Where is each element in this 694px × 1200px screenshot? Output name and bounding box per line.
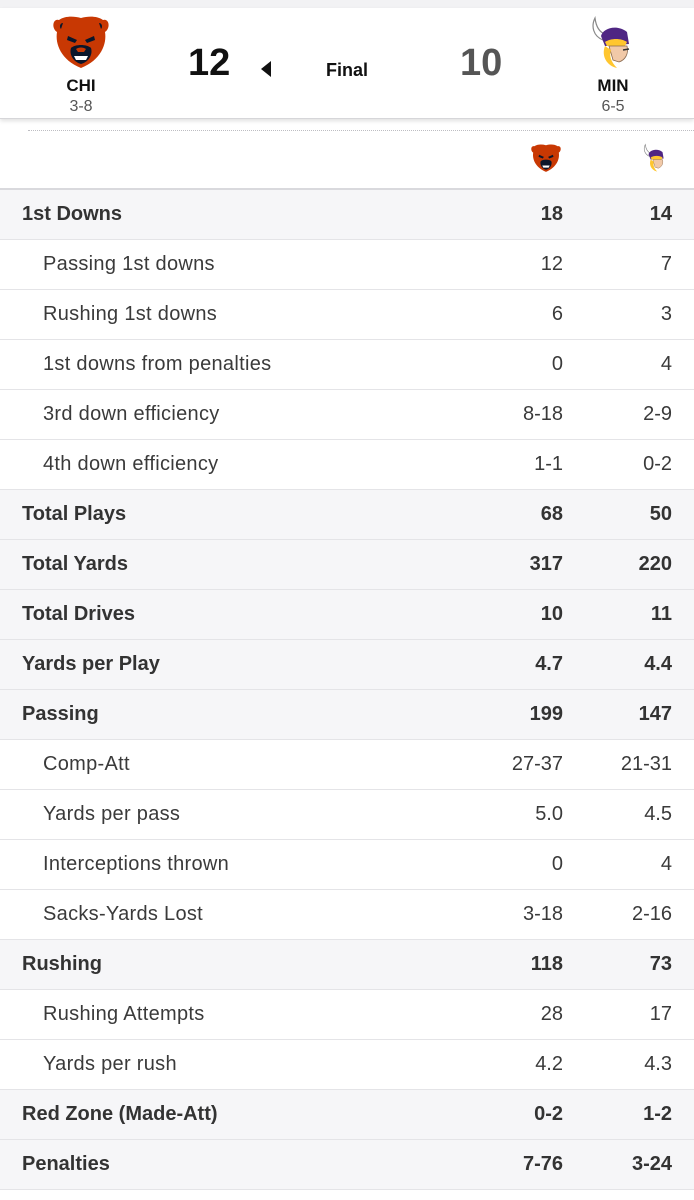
stat-label: 3rd down efficiency — [43, 403, 220, 425]
stat-row: Comp-Att 27-37 21-31 — [0, 740, 694, 790]
away-stat-value: 8-18 — [522, 403, 563, 425]
home-stat-value: 0-2 — [643, 453, 672, 475]
stat-row: Yards per rush 4.2 4.3 — [0, 1040, 694, 1090]
away-stat-value: 10 — [540, 603, 563, 625]
away-stat-value: 68 — [540, 503, 563, 525]
team-stats-table: 1st Downs 18 14 Passing 1st downs 12 7 Rushi… — [0, 190, 694, 1190]
stat-label: Rushing Attempts — [43, 1003, 205, 1025]
stat-label: Passing — [22, 703, 99, 725]
stat-label: Rushing — [22, 953, 102, 975]
away-stat-value: 4.7 — [535, 653, 563, 675]
stat-row: Total Drives 10 11 — [0, 590, 694, 640]
home-stat-value: 14 — [649, 203, 672, 225]
away-stat-value: 27-37 — [511, 753, 563, 775]
away-team[interactable]: CHI 3-8 — [26, 8, 136, 118]
home-stat-value: 17 — [649, 1003, 672, 1025]
home-stat-value: 3-24 — [631, 1153, 672, 1175]
stat-row: Passing 199 147 — [0, 690, 694, 740]
home-stat-value: 220 — [638, 553, 672, 575]
away-stat-value: 118 — [530, 953, 563, 975]
home-team[interactable]: MIN 6-5 — [558, 8, 668, 118]
home-stat-value: 4.4 — [644, 653, 672, 675]
bears-logo-icon — [531, 144, 561, 172]
home-stat-value: 11 — [650, 603, 672, 625]
away-stat-value: 28 — [540, 1003, 563, 1025]
home-team-abbr: MIN — [597, 76, 629, 95]
stat-row: Total Plays 68 50 — [0, 490, 694, 540]
winner-arrow-icon — [261, 61, 271, 77]
away-team-record: 3-8 — [69, 98, 93, 115]
stat-label: Sacks-Yards Lost — [43, 903, 204, 925]
vikings-logo-icon — [643, 143, 664, 172]
home-stat-value: 4.5 — [644, 803, 672, 825]
away-stat-value: 6 — [551, 303, 563, 325]
away-stat-value: 5.0 — [535, 803, 563, 825]
away-stat-value: 18 — [540, 203, 563, 225]
away-stat-value: 0 — [551, 353, 563, 375]
stat-row: Yards per pass 5.0 4.5 — [0, 790, 694, 840]
away-score: 12 — [188, 42, 231, 84]
scoreboard-header: CHI 3-8 12 Final 10 MIN 6-5 — [0, 8, 694, 119]
home-stat-value: 3 — [660, 303, 672, 325]
stat-row: Red Zone (Made-Att) 0-2 1-2 — [0, 1090, 694, 1140]
home-stat-value: 4 — [660, 853, 672, 875]
vikings-logo-icon — [592, 16, 630, 68]
stat-label: Yards per rush — [43, 1053, 177, 1075]
away-stat-value: 1-1 — [534, 453, 563, 475]
stat-label: Total Plays — [22, 503, 127, 525]
divider — [28, 130, 694, 131]
stat-row: Rushing Attempts 28 17 — [0, 990, 694, 1040]
home-stat-value: 4 — [660, 353, 672, 375]
away-stat-value: 7-76 — [522, 1153, 563, 1175]
away-team-abbr: CHI — [66, 76, 96, 95]
away-stat-value: 4.2 — [535, 1053, 563, 1075]
away-stat-value: 0-2 — [534, 1103, 563, 1125]
stat-row: Rushing 118 73 — [0, 940, 694, 990]
stat-label: 1st downs from penalties — [43, 353, 272, 375]
stat-row: 1st downs from penalties 0 4 — [0, 340, 694, 390]
stat-label: Interceptions thrown — [43, 853, 230, 875]
stat-row: Yards per Play 4.7 4.4 — [0, 640, 694, 690]
away-stat-value: 317 — [529, 553, 563, 575]
stats-column-header — [0, 132, 694, 190]
home-stat-value: 50 — [649, 503, 672, 525]
stat-label: Yards per pass — [43, 803, 181, 825]
stat-label: Passing 1st downs — [43, 253, 215, 275]
stat-row: 1st Downs 18 14 — [0, 190, 694, 240]
home-team-record: 6-5 — [601, 98, 625, 115]
home-stat-value: 7 — [660, 253, 672, 275]
home-stat-value: 2-16 — [631, 903, 672, 925]
stat-row: 4th down efficiency 1-1 0-2 — [0, 440, 694, 490]
stat-label: Penalties — [22, 1153, 110, 1175]
stat-label: Comp-Att — [43, 753, 130, 775]
away-stat-value: 0 — [551, 853, 563, 875]
stat-row: Penalties 7-76 3-24 — [0, 1140, 694, 1190]
home-stat-value: 73 — [649, 953, 672, 975]
stat-row: Sacks-Yards Lost 3-18 2-16 — [0, 890, 694, 940]
stat-label: Red Zone (Made-Att) — [22, 1103, 218, 1125]
game-status: Final — [325, 60, 368, 80]
stat-row: Interceptions thrown 0 4 — [0, 840, 694, 890]
away-stat-value: 199 — [529, 703, 563, 725]
stat-label: Total Yards — [22, 553, 128, 575]
home-stat-value: 4.3 — [644, 1053, 672, 1075]
stat-row: 3rd down efficiency 8-18 2-9 — [0, 390, 694, 440]
away-stat-value: 3-18 — [522, 903, 563, 925]
away-stat-value: 12 — [540, 253, 563, 275]
stat-row: Total Yards 317 220 — [0, 540, 694, 590]
stat-row: Rushing 1st downs 6 3 — [0, 290, 694, 340]
stat-row: Passing 1st downs 12 7 — [0, 240, 694, 290]
home-stat-value: 147 — [638, 703, 672, 725]
home-score: 10 — [460, 42, 503, 84]
stat-label: Rushing 1st downs — [43, 303, 218, 325]
home-stat-value: 1-2 — [643, 1103, 672, 1125]
stat-label: Yards per Play — [22, 653, 160, 675]
stat-label: 1st Downs — [22, 203, 123, 225]
bears-logo-icon — [53, 16, 109, 68]
stat-label: 4th down efficiency — [43, 453, 219, 475]
home-stat-value: 21-31 — [620, 753, 672, 775]
stat-label: Total Drives — [22, 603, 135, 625]
home-stat-value: 2-9 — [643, 403, 672, 425]
